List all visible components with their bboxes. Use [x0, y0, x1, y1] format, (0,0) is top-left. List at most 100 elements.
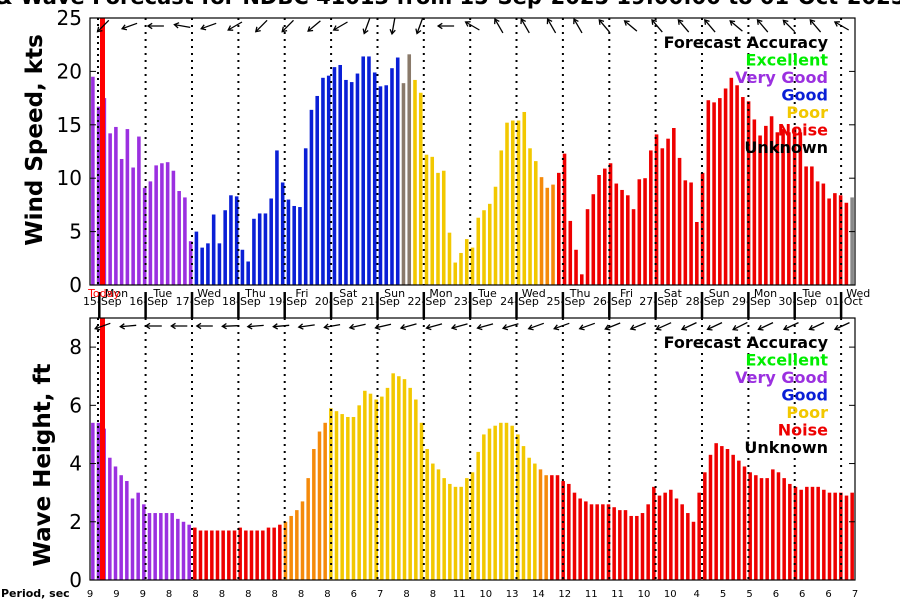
direction-arrow [415, 18, 424, 35]
direction-arrow-shaft [624, 20, 638, 32]
wind-bar [505, 122, 509, 285]
direction-arrow-shaft [477, 323, 494, 329]
chart-title: & Wave Forecast for NDBC 41013 from 15-S… [0, 0, 900, 9]
wave-bar [737, 460, 741, 580]
direction-arrow-shaft [681, 322, 697, 330]
direction-arrow [501, 323, 519, 331]
wind-bar [355, 73, 360, 285]
direction-arrow-head [527, 324, 534, 331]
now-line [100, 318, 105, 580]
wind-bar [459, 252, 463, 285]
wind-bar [838, 195, 843, 285]
period-value: 6 [773, 589, 779, 600]
wave-bar [130, 498, 135, 580]
day-name-label: Wed [846, 287, 870, 300]
direction-arrow-shaft [656, 322, 672, 330]
wave-bar [731, 454, 735, 580]
direction-arrow [200, 22, 217, 31]
wind-bar [603, 168, 607, 285]
period-axis-label: Period, sec [1, 587, 70, 600]
direction-arrow [629, 322, 646, 331]
day-date-label: 25-Sep [547, 295, 586, 308]
wind-bar [689, 182, 693, 285]
direction-arrow [389, 17, 396, 36]
period-value: 9 [113, 589, 119, 600]
day-date-label: 29-Sep [732, 295, 771, 308]
period-value: 10 [664, 589, 677, 600]
wind-bar [217, 243, 222, 285]
direction-arrow-shaft [783, 322, 799, 330]
direction-arrow-head [756, 18, 763, 25]
direction-arrow [374, 323, 392, 331]
direction-arrow-head [833, 324, 841, 331]
day-name-label: Tue [477, 287, 497, 300]
direction-arrow-shaft [605, 322, 621, 330]
wave-bar [844, 495, 849, 580]
direction-arrow-head [399, 323, 406, 331]
wave-bar [442, 478, 446, 580]
direction-arrow [399, 323, 417, 331]
direction-arrow-head [782, 19, 789, 26]
wind-axes-box [89, 17, 856, 286]
wave-bar [295, 510, 299, 580]
period-value: 8 [219, 589, 225, 600]
direction-arrow-shaft [809, 322, 825, 330]
direction-arrow-shaft [782, 19, 796, 33]
wave-bar [776, 472, 781, 580]
wind-bar [407, 54, 412, 286]
direction-arrow-head [348, 323, 355, 331]
direction-arrow-head [706, 324, 713, 331]
legend-item: Very Good [735, 368, 828, 387]
wind-bar [395, 57, 400, 285]
wave-bar [754, 475, 758, 580]
direction-arrow-shaft [426, 323, 443, 329]
day-name-label: Tue [802, 287, 822, 300]
wave-bar [408, 387, 412, 580]
day-date-label: 26-Sep [593, 295, 632, 308]
wind-bar [499, 150, 504, 285]
direction-arrow [704, 18, 716, 33]
y-tick-label: 5 [69, 220, 82, 244]
wind-bar [326, 75, 331, 285]
day-date-label: 23-Sep [454, 295, 493, 308]
direction-arrow-head [729, 20, 736, 26]
wave-bar [544, 475, 548, 580]
y-tick-label: 10 [57, 166, 82, 190]
wind-bar [735, 85, 739, 285]
direction-arrow [170, 322, 188, 330]
wind-bar [257, 213, 262, 285]
wind-bar [660, 148, 665, 285]
wind-bar [263, 213, 268, 285]
wave-bar [289, 515, 293, 580]
direction-arrow-head [578, 324, 585, 331]
wind-bar [833, 193, 837, 285]
wind-bar [269, 198, 273, 285]
day-name-label: Tue [152, 287, 172, 300]
day-name-label: Sat [339, 287, 358, 300]
wind-bar [516, 120, 521, 285]
wind-bar [171, 170, 176, 285]
direction-arrow [782, 322, 799, 331]
direction-arrow-head [464, 21, 471, 27]
wind-bar [436, 172, 440, 285]
wind-bar [200, 247, 204, 285]
day-name-label: Fri [620, 287, 633, 300]
period-value: 8 [298, 589, 304, 600]
wind-bar [672, 128, 676, 285]
day-name-label: Wed [197, 287, 221, 300]
direction-arrow [227, 21, 243, 31]
direction-arrow-head [272, 323, 279, 330]
direction-arrow-shaft [97, 19, 110, 33]
wave-bar [708, 454, 713, 580]
wave-bar [652, 486, 656, 580]
wind-bar [183, 197, 187, 285]
wave-bar [215, 530, 220, 580]
wind-bar [695, 221, 699, 285]
direction-arrow-shaft [255, 19, 268, 33]
y-tick-label: 0 [69, 568, 82, 592]
direction-arrow-head [808, 324, 815, 331]
wind-bar [114, 126, 118, 285]
period-value: 14 [532, 589, 545, 600]
wind-bar [787, 132, 791, 285]
wave-bar [187, 524, 191, 580]
